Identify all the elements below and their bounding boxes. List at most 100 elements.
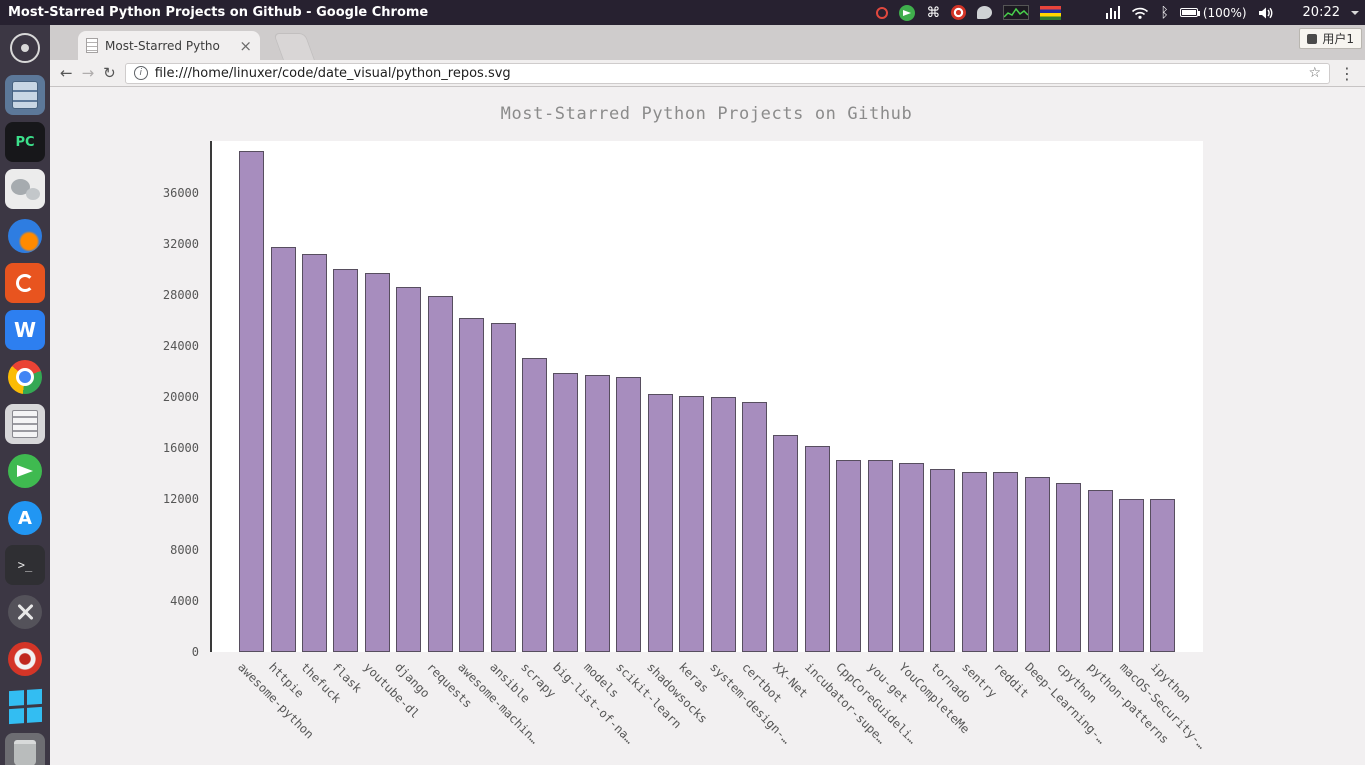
y-tick-label: 12000 [162, 492, 199, 507]
page-content: Most-Starred Python Projects on Github 0… [50, 87, 1365, 765]
indicator-icon[interactable] [876, 6, 889, 19]
files-icon [12, 81, 38, 109]
chrome-icon [8, 360, 42, 394]
launcher-wechat[interactable] [5, 169, 45, 209]
launcher-dash-home[interactable] [5, 28, 45, 68]
battery-label: (100%) [1202, 5, 1247, 20]
bar-XX-Net[interactable] [773, 434, 799, 652]
launcher-firefox[interactable] [5, 216, 45, 256]
bar-system-design-…[interactable] [710, 397, 736, 652]
bar-scrapy[interactable] [522, 358, 547, 652]
bar-httpie[interactable] [270, 246, 296, 652]
launcher-windows[interactable] [5, 686, 45, 726]
x-axis: awesome-python httpie thefuck flask youtube-… [210, 652, 1209, 765]
y-tick-label: 24000 [162, 339, 199, 354]
terminal-icon: >_ [17, 558, 33, 572]
launcher-pycharm[interactable]: PC [5, 122, 45, 162]
battery-icon [1179, 8, 1200, 17]
bar-YouCompleteMe[interactable] [899, 463, 925, 652]
forward-button[interactable]: → [81, 63, 95, 82]
bar-big-list-of-na…[interactable] [553, 372, 579, 652]
bar-flask[interactable] [333, 269, 359, 652]
page-info-icon[interactable]: i [133, 66, 148, 80]
url-text: file:///home/linuxer/code/date_visual/py… [154, 65, 511, 81]
bar-thefuck[interactable] [302, 254, 328, 652]
equalizer-icon[interactable] [1106, 6, 1121, 19]
launcher-chrome[interactable] [5, 357, 45, 397]
record-tray-icon[interactable] [951, 5, 967, 20]
browser-tab[interactable]: Most-Starred Pytho × [78, 31, 260, 60]
launcher-text-editor[interactable] [5, 404, 45, 444]
telegram-tray-icon[interactable] [899, 4, 916, 21]
ime-label: 用户1 [1322, 32, 1354, 46]
bar-you-get[interactable] [867, 460, 893, 652]
telegram-icon [8, 454, 42, 488]
launcher-wps-writer[interactable]: W [5, 310, 45, 350]
ubuntu-dash-icon [10, 33, 40, 63]
bar-keras[interactable] [679, 395, 705, 652]
back-button[interactable]: ← [60, 63, 73, 82]
new-tab-button[interactable] [273, 33, 315, 60]
bar-scikit-learn[interactable] [616, 377, 642, 652]
bar-awesome-python[interactable] [239, 150, 265, 652]
keyboard-flag-icon[interactable] [1040, 5, 1062, 20]
wechat-tray-icon[interactable] [977, 6, 993, 19]
tab-favicon-icon [86, 38, 98, 53]
bar-shadowsocks[interactable] [647, 393, 673, 652]
clock[interactable]: 20:22 [1302, 5, 1340, 20]
launcher-trash[interactable] [5, 733, 45, 765]
launcher-shutter[interactable] [5, 263, 45, 303]
launcher-terminal[interactable]: >_ [5, 545, 45, 585]
wifi-icon[interactable] [1131, 6, 1149, 19]
system-tray: ⌘ ᛒ (100%) 20:22 [876, 4, 1359, 21]
launcher-settings[interactable] [5, 592, 45, 632]
battery-indicator[interactable]: (100%) [1179, 5, 1247, 20]
bar-incubator-supe…[interactable] [804, 445, 830, 652]
bar-reddit[interactable] [993, 471, 1019, 652]
windows-icon [8, 688, 42, 724]
bar-sentry[interactable] [961, 471, 987, 652]
bar-requests[interactable] [427, 296, 453, 652]
bar-models[interactable] [584, 374, 610, 652]
bar-certbot[interactable] [741, 401, 767, 652]
plot-area [210, 141, 1203, 652]
network-graph-icon[interactable] [1003, 5, 1030, 20]
bar-cpython[interactable] [1056, 482, 1082, 652]
browser-menu-icon[interactable]: ⋮ [1339, 63, 1355, 83]
y-tick-label: 20000 [162, 390, 199, 405]
bar-awesome-machin…[interactable] [459, 318, 485, 652]
bookmark-star-icon[interactable]: ☆ [1308, 65, 1321, 81]
command-icon[interactable]: ⌘ [926, 4, 941, 21]
bar-django[interactable] [396, 286, 422, 652]
bar-tornado[interactable] [930, 469, 956, 652]
y-tick-label: 8000 [170, 543, 199, 558]
tab-close-icon[interactable]: × [239, 36, 252, 55]
address-bar[interactable]: i file:///home/linuxer/code/date_visual/… [124, 62, 1330, 84]
recorder-icon [8, 642, 42, 676]
y-tick-label: 28000 [162, 288, 199, 303]
bar-CppCoreGuideli…[interactable] [836, 459, 862, 652]
volume-icon[interactable] [1258, 6, 1274, 20]
chrome-window: Most-Starred Pytho × ← → ↻ i file:///hom… [50, 25, 1365, 765]
bar-youtube-dl[interactable] [364, 272, 390, 652]
ime-user-badge[interactable]: 用户1 [1299, 28, 1362, 49]
bar-ipython[interactable] [1150, 499, 1176, 652]
bar-python-patterns[interactable] [1087, 490, 1113, 652]
wps-writer-icon: W [13, 318, 37, 342]
bar-ansible[interactable] [490, 323, 516, 652]
bar-macOS-Security-…[interactable] [1119, 499, 1145, 652]
reload-button[interactable]: ↻ [103, 63, 116, 82]
top-panel: Most-Starred Python Projects on Github -… [0, 0, 1365, 25]
bar-Deep-Learning-…[interactable] [1024, 477, 1050, 652]
session-menu-icon[interactable] [1351, 10, 1359, 19]
launcher-recorder[interactable] [5, 639, 45, 679]
ime-icon [1307, 33, 1318, 44]
firefox-icon [8, 219, 42, 253]
launcher-app-store[interactable]: A [5, 498, 45, 538]
y-tick-label: 0 [191, 645, 199, 659]
bluetooth-icon[interactable]: ᛒ [1160, 4, 1169, 21]
wechat-icon [9, 173, 41, 205]
launcher-files[interactable] [5, 75, 45, 115]
launcher-telegram[interactable] [5, 451, 45, 491]
y-tick-label: 36000 [162, 186, 199, 201]
